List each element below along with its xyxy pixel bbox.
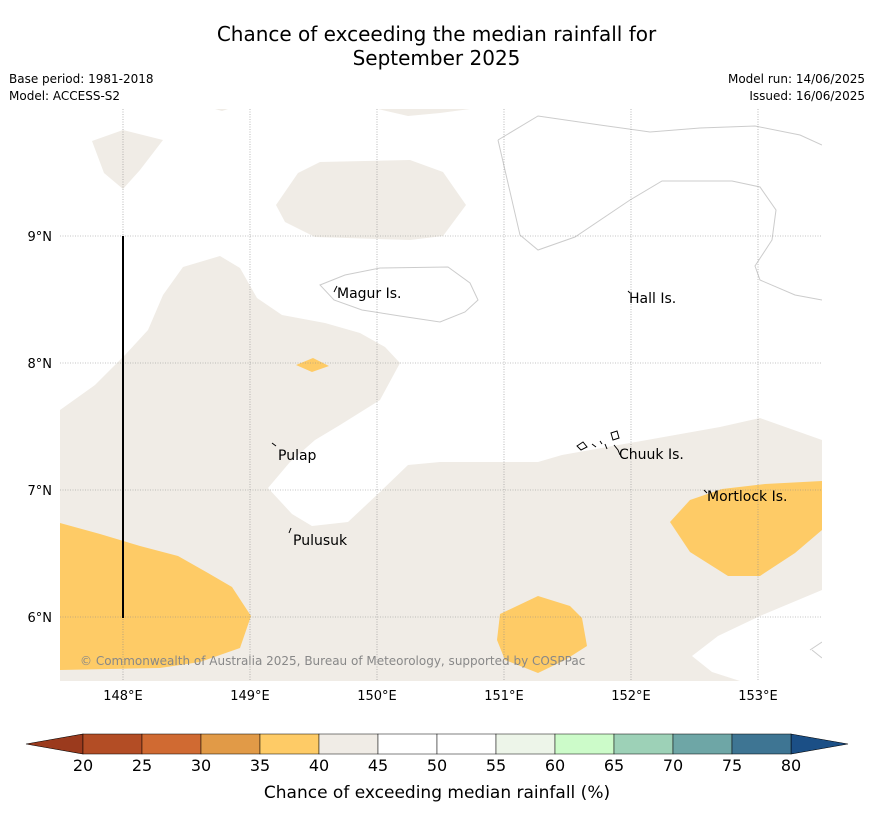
colorbar-title: Chance of exceeding median rainfall (%): [264, 783, 610, 803]
contour-50-magur: [319, 266, 479, 323]
colorbar-tick-label: 65: [604, 756, 624, 775]
base-period-label: Base period: 1981-2018: [9, 72, 154, 86]
colorbar-segments: [82, 733, 792, 755]
contour-50-hall: [497, 139, 822, 301]
lat-label-7n: 7°N: [28, 484, 53, 499]
issued-label: Issued: 16/06/2025: [749, 89, 865, 103]
meta-right: Model run: 14/06/2025 Issued: 16/06/2025: [728, 71, 865, 105]
chart-title: Chance of exceeding the median rainfall …: [0, 22, 873, 70]
colorbar-tick-label: 20: [73, 756, 93, 775]
region-35-40-south: [497, 596, 587, 673]
lat-label-9n: 9°N: [28, 230, 53, 245]
pulusuk-island-mark: [288, 527, 292, 534]
region-35-40-southwest: [60, 523, 251, 670]
meta-left: Base period: 1981-2018 Model: ACCESS-S2: [9, 71, 154, 105]
colorbar-segment: [318, 733, 379, 755]
pulap-island-mark: [271, 442, 277, 447]
lon-label-148e: 148°E: [103, 689, 143, 704]
colorbar-tick-label: 60: [545, 756, 565, 775]
colorbar-segment: [259, 733, 320, 755]
colorbar-tick-label: 40: [309, 756, 329, 775]
colorbar-segment: [672, 733, 733, 755]
region-40-45-top-sliver-2: [215, 109, 228, 111]
colorbar-tick-label: 35: [250, 756, 270, 775]
colorbar-segment: [495, 733, 556, 755]
lon-label-151e: 151°E: [484, 689, 524, 704]
gridlines: [60, 109, 822, 681]
colorbar-tick-label: 80: [781, 756, 801, 775]
lon-label-153e: 153°E: [738, 689, 778, 704]
contour-50-southeast: [809, 641, 822, 659]
colorbar-ticks: 20 25 30 35 40 45 50 55 60 65 70 75 80: [73, 756, 801, 775]
colorbar-tick-label: 50: [427, 756, 447, 775]
lon-label-150e: 150°E: [357, 689, 397, 704]
colorbar-tick-label: 25: [132, 756, 152, 775]
region-40-45-main: [60, 256, 822, 681]
place-chuuk: Chuuk Is.: [619, 447, 684, 463]
colorbar-over-arrow: [790, 733, 849, 755]
colorbar-tick-label: 55: [486, 756, 506, 775]
title-line-2: September 2025: [352, 46, 521, 70]
copyright-notice: © Commonwealth of Australia 2025, Bureau…: [80, 654, 585, 668]
model-run-label: Model run: 14/06/2025: [727, 72, 865, 86]
colorbar: 20 25 30 35 40 45 50 55 60 65 70 75 80 Chance of exc…: [25, 733, 849, 803]
lat-label-8n: 8°N: [28, 357, 53, 372]
colorbar-tick-label: 30: [191, 756, 211, 775]
title-line-1: Chance of exceeding the median rainfall …: [216, 22, 657, 46]
hall-island-mark: [627, 290, 631, 294]
colorbar-tick-label: 75: [722, 756, 742, 775]
lon-label-149e: 149°E: [230, 689, 270, 704]
colorbar-segment: [200, 733, 261, 755]
chuuk-island-marks: [576, 430, 621, 456]
place-pulusuk: Pulusuk: [293, 533, 348, 549]
mortlock-island-mark: [703, 489, 708, 494]
region-40-45-top-sliver: [378, 109, 470, 116]
place-magur: Magur Is.: [337, 286, 402, 302]
place-mortlock: Mortlock Is.: [707, 489, 787, 505]
island-marks: [271, 285, 708, 534]
contour-50-northeast: [497, 115, 822, 146]
lat-axis: 9°N 8°N 7°N 6°N: [28, 230, 53, 626]
colorbar-segment: [613, 733, 674, 755]
place-pulap: Pulap: [278, 448, 317, 464]
colorbar-segment: [731, 733, 792, 755]
colorbar-under-arrow: [25, 733, 84, 755]
map-panel: Magur Is. Hall Is. Pulap Chuuk Is. Mortl…: [60, 109, 822, 681]
colorbar-tick-label: 70: [663, 756, 683, 775]
model-label: Model: ACCESS-S2: [9, 89, 121, 103]
colorbar-segment: [436, 733, 497, 755]
lon-axis: 148°E 149°E 150°E 151°E 152°E 153°E: [103, 689, 778, 704]
region-35-40-east: [670, 481, 822, 576]
lon-label-152e: 152°E: [611, 689, 651, 704]
region-35-40-small: [296, 358, 329, 372]
colorbar-segment: [377, 733, 438, 755]
place-hall: Hall Is.: [629, 291, 676, 307]
region-40-45-nw-blob: [92, 130, 163, 189]
colorbar-tick-label: 45: [368, 756, 388, 775]
colorbar-segment: [141, 733, 202, 755]
lat-label-6n: 6°N: [28, 611, 53, 626]
colorbar-segment: [82, 733, 143, 755]
colorbar-segment: [554, 733, 615, 755]
magur-island-mark: [333, 285, 338, 293]
region-40-45-north-blob: [276, 160, 466, 240]
